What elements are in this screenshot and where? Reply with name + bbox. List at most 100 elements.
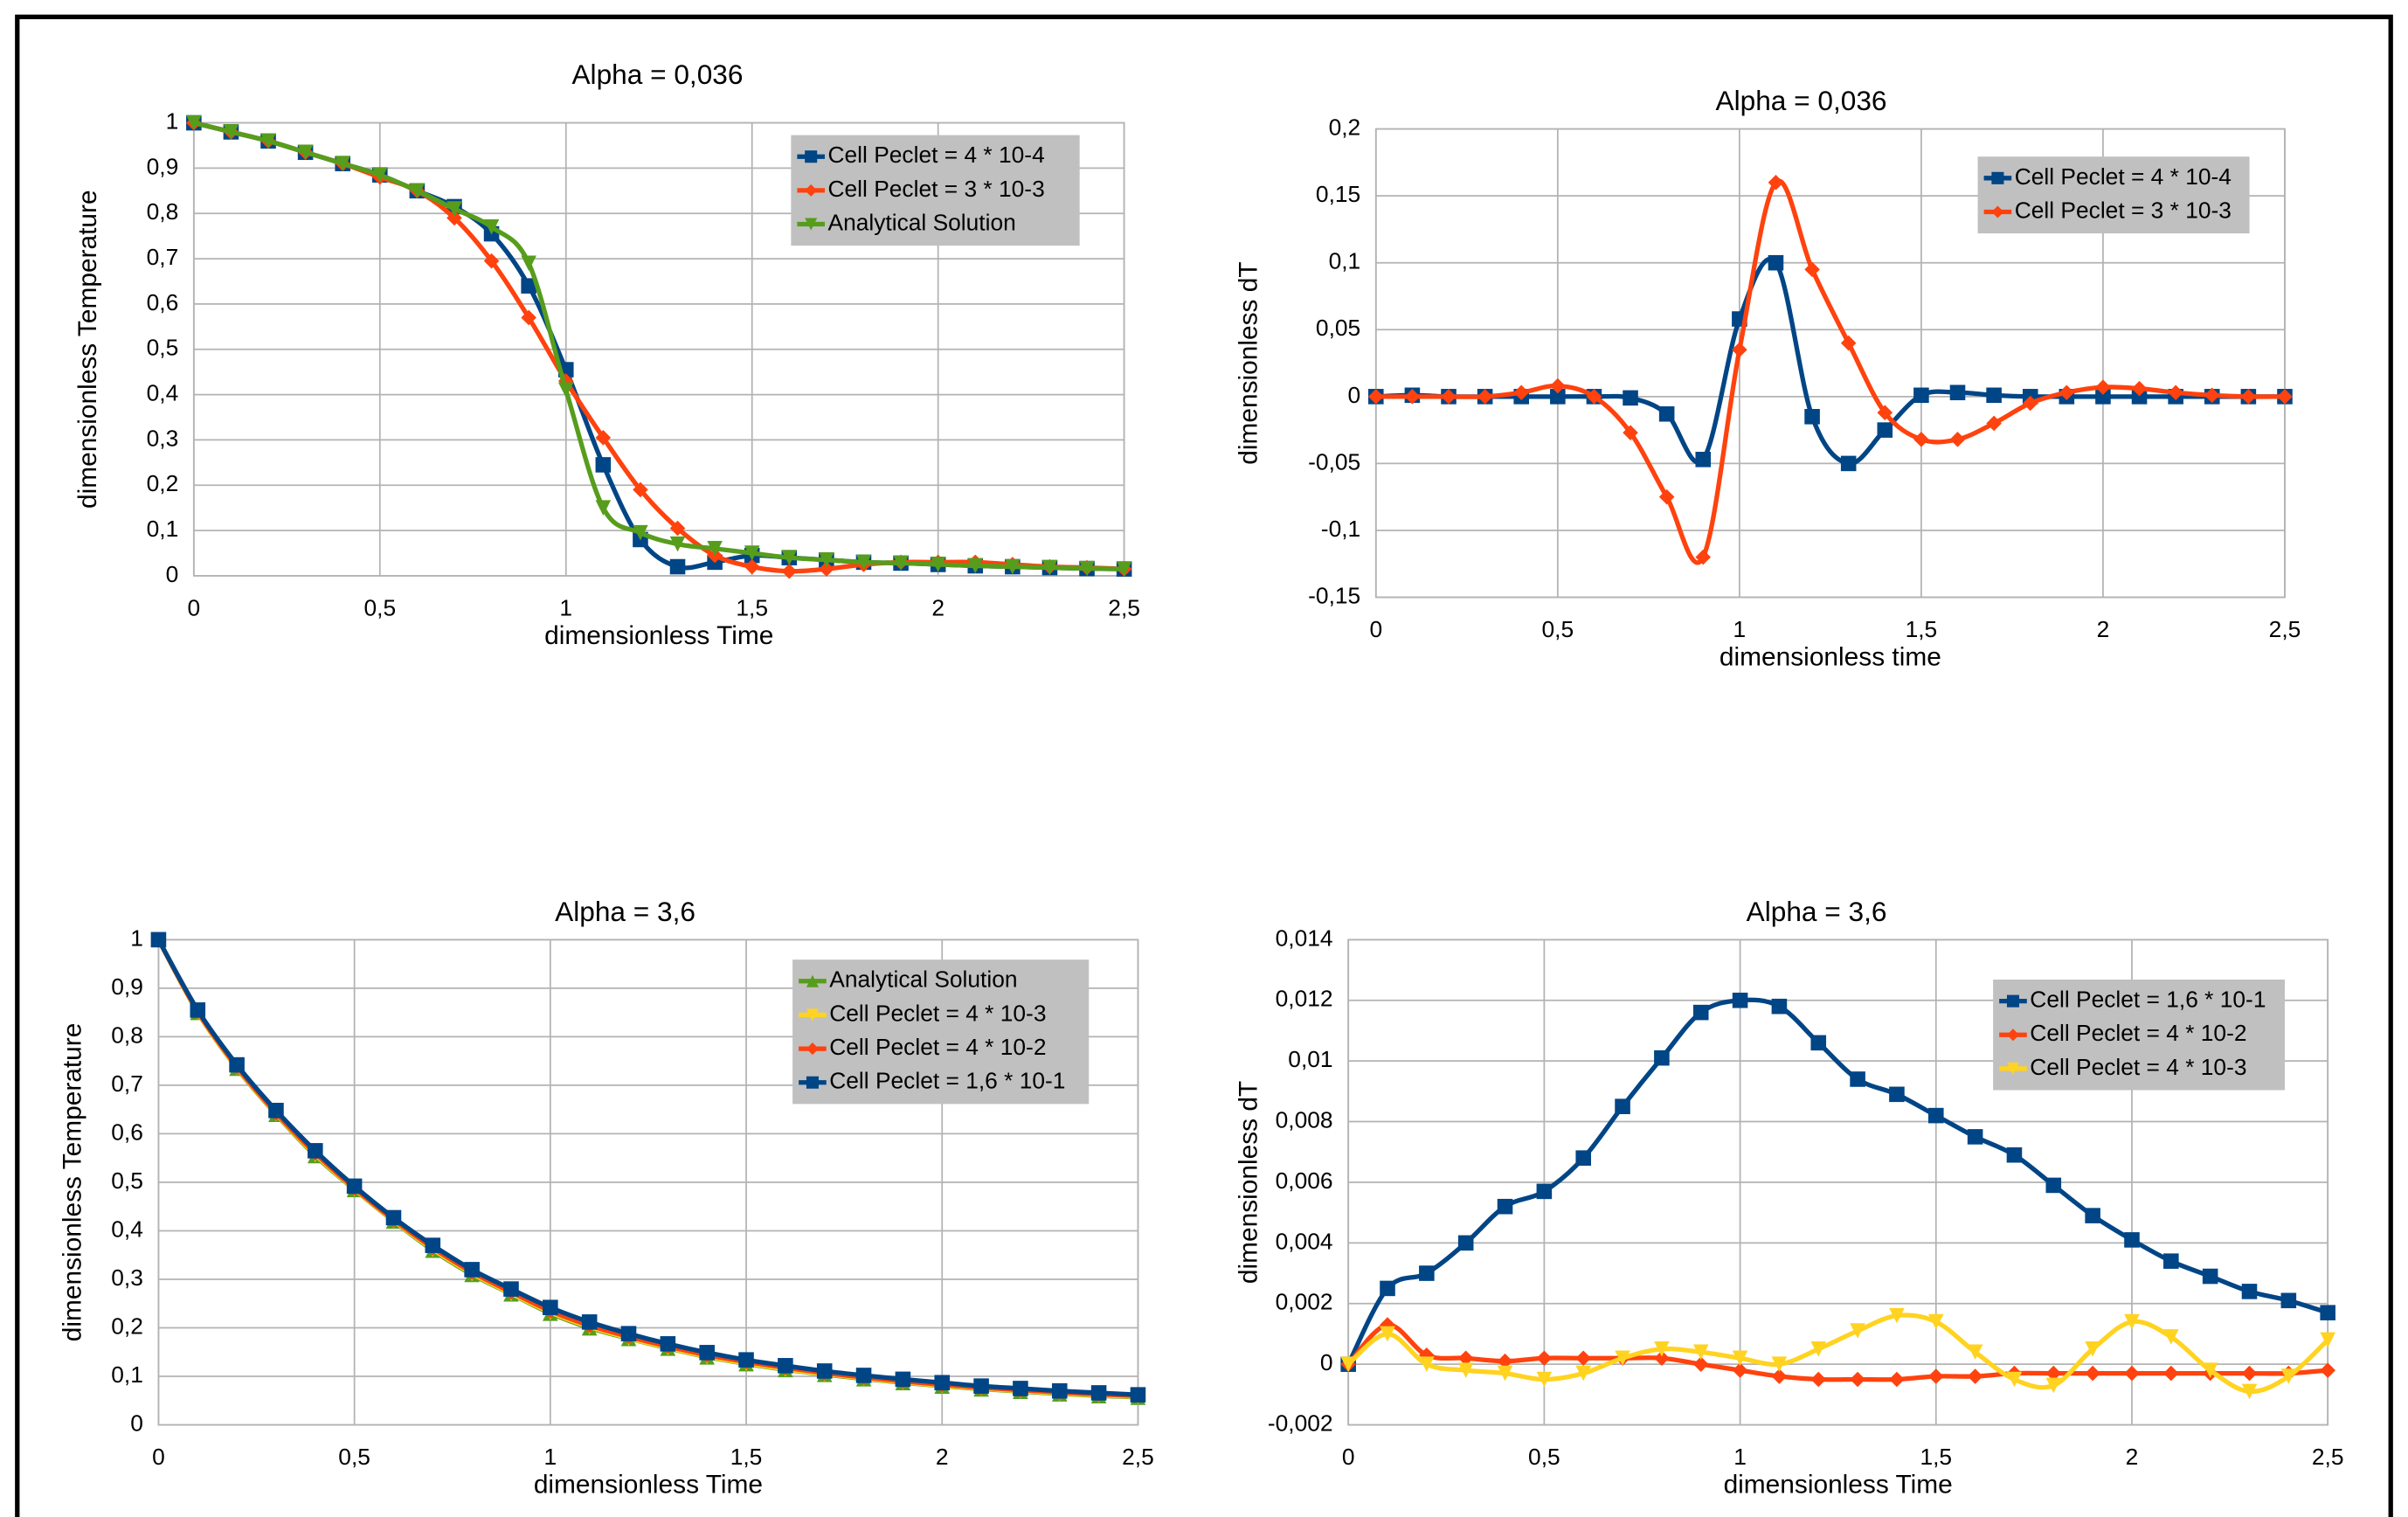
marker	[2131, 389, 2148, 405]
marker	[1090, 1385, 1107, 1401]
marker	[1079, 560, 1095, 577]
marker	[1380, 1326, 1395, 1342]
marker	[521, 278, 536, 294]
legend-box	[1993, 980, 2285, 1091]
x-tick-label: 1	[1733, 1444, 1747, 1470]
marker	[1732, 342, 1747, 358]
marker	[335, 156, 350, 172]
marker	[2320, 1332, 2335, 1348]
y-tick-label: 0,2	[1329, 114, 1361, 141]
x-tick-label: 0,5	[338, 1444, 370, 1470]
x-tick-label: 0,5	[363, 595, 396, 621]
legend-label: Cell Peclet = 4 * 10-4	[828, 142, 1045, 168]
marker	[2095, 389, 2111, 405]
marker	[2124, 1232, 2140, 1248]
marker	[557, 382, 574, 398]
legend-box	[1977, 156, 2250, 234]
legend-box	[791, 135, 1080, 246]
y-tick-label: 0,9	[111, 973, 143, 1000]
marker	[223, 124, 239, 140]
marker	[669, 558, 686, 575]
marker	[543, 1299, 558, 1315]
marker	[1840, 455, 1857, 472]
y-tick-label: 0,4	[111, 1216, 143, 1242]
marker	[1005, 558, 1021, 575]
y-tick-label: -0,15	[1308, 582, 1360, 608]
marker	[1850, 1323, 1865, 1339]
x-tick-label: 2,5	[1122, 1444, 1154, 1470]
x-tick-label: 1	[559, 595, 572, 621]
marker	[778, 1358, 793, 1374]
marker	[2280, 1368, 2297, 1384]
marker	[1575, 1365, 1591, 1382]
marker	[934, 1375, 951, 1391]
x-tick-label: 0,5	[1542, 616, 1574, 642]
legend-label: Cell Peclet = 1,6 * 10-1	[829, 1068, 1065, 1094]
chart: 0 0,1 0,2 0,3 0,4 0,5 0,6 0,7 0,8 0,9 1 0 0,5 1 1,5 2 2,…	[59, 896, 1154, 1500]
marker	[1986, 387, 2002, 404]
y-axis-label: dimensionless dT	[1235, 1081, 1263, 1284]
marker	[1804, 261, 1820, 278]
x-tick-label: 2	[931, 595, 945, 621]
series-line	[1375, 178, 2285, 565]
chart: 0 0,1 0,2 0,3 0,4 0,5 0,6 0,7 0,8 0,9 1 0 0,5 1 1,5 2 2,…	[73, 59, 1140, 650]
y-axis-label: dimensionless dT	[1235, 261, 1263, 464]
chart-title: Alpha = 3,6	[1747, 896, 1887, 927]
marker	[372, 167, 388, 183]
x-tick-label: 1,5	[1920, 1444, 1952, 1470]
marker	[1550, 378, 1566, 394]
marker	[1457, 1362, 1474, 1378]
marker	[2085, 1208, 2100, 1223]
y-tick-label: 0	[1320, 1349, 1333, 1375]
marker	[2045, 1377, 2062, 1394]
marker	[1654, 1049, 1670, 1066]
x-tick-label: 2	[2126, 1444, 2139, 1470]
marker	[855, 1368, 872, 1383]
marker	[633, 524, 648, 541]
y-tick-label: -0,002	[1268, 1410, 1333, 1437]
y-tick-label: 0,7	[111, 1070, 143, 1097]
marker	[2163, 1329, 2179, 1345]
marker	[297, 144, 314, 161]
marker	[930, 557, 946, 572]
marker	[2202, 1268, 2218, 1285]
x-tick-label: 2,5	[1108, 595, 1140, 621]
marker	[2022, 395, 2038, 412]
marker	[967, 558, 984, 574]
marker	[1967, 1129, 1983, 1145]
marker	[1732, 1350, 1748, 1367]
marker	[1497, 1198, 1513, 1215]
x-tick-label: 1	[544, 1444, 557, 1470]
marker	[1927, 1368, 1944, 1384]
marker	[1771, 998, 1788, 1015]
marker	[1441, 389, 1457, 405]
y-tick-label: 0	[1348, 382, 1361, 408]
legend-marker	[805, 150, 818, 163]
y-tick-label: 0,3	[111, 1264, 143, 1291]
marker	[816, 1363, 833, 1379]
legend-marker	[1991, 171, 2004, 184]
marker	[1850, 1371, 1865, 1388]
marker	[738, 1352, 754, 1368]
marker	[1419, 1356, 1435, 1372]
y-tick-label: 0,5	[147, 335, 179, 361]
marker	[385, 1209, 402, 1226]
marker	[446, 201, 462, 217]
marker	[425, 1237, 441, 1253]
x-tick-label: 2	[2097, 616, 2110, 642]
y-tick-label: 0,1	[1329, 248, 1361, 274]
marker	[150, 932, 167, 948]
x-tick-label: 0	[188, 595, 201, 621]
marker	[346, 1178, 363, 1195]
marker	[2280, 1292, 2297, 1309]
marker	[744, 545, 760, 561]
y-tick-label: 1	[166, 108, 179, 135]
chart-title: Alpha = 0,036	[571, 59, 743, 90]
marker	[2085, 1341, 2100, 1357]
y-tick-label: 0,9	[147, 153, 179, 179]
y-tick-label: 0,3	[147, 425, 179, 451]
x-tick-label: 0	[152, 1444, 165, 1470]
marker	[1419, 1265, 1435, 1281]
marker	[669, 536, 686, 552]
